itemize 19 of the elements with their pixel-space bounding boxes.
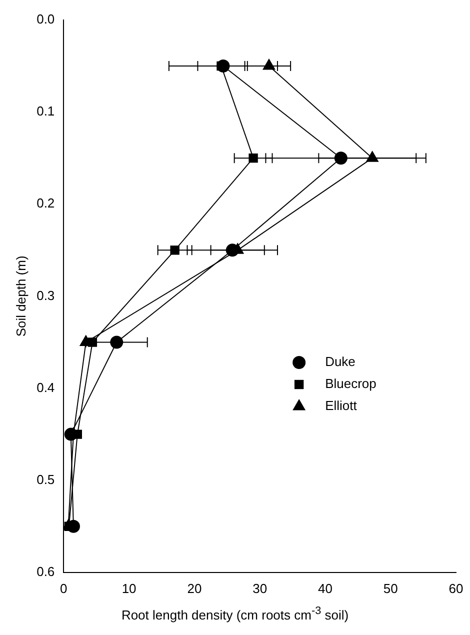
x-axis-title: Root length density (cm roots cm$^{-3}$ soil) [120,605,350,622]
y-tick-label: 0.2 [36,196,55,211]
legend-label: Elliott [325,398,358,414]
x-tick-label: 30 [252,580,268,596]
y-axis-title: Soil depth (m) [13,256,28,337]
y-tick-label: 0.6 [36,564,55,579]
legend-label: Bluecrop [325,376,376,392]
x-tick-label: 50 [383,580,398,596]
legend-label: Duke [325,354,356,370]
x-tick-label: 0 [60,580,68,596]
y-tick-label: 0.5 [36,472,55,487]
x-tick-label: 10 [122,580,136,596]
x-tick-label: 60 [448,580,464,596]
y-tick-label: 0.1 [36,104,55,119]
x-tick-label: 20 [187,580,202,596]
y-tick-label: 0.4 [36,380,55,395]
y-tick-label: 0.0 [36,12,55,27]
y-tick-label: 0.3 [36,288,55,303]
x-tick-label: 40 [318,580,332,596]
